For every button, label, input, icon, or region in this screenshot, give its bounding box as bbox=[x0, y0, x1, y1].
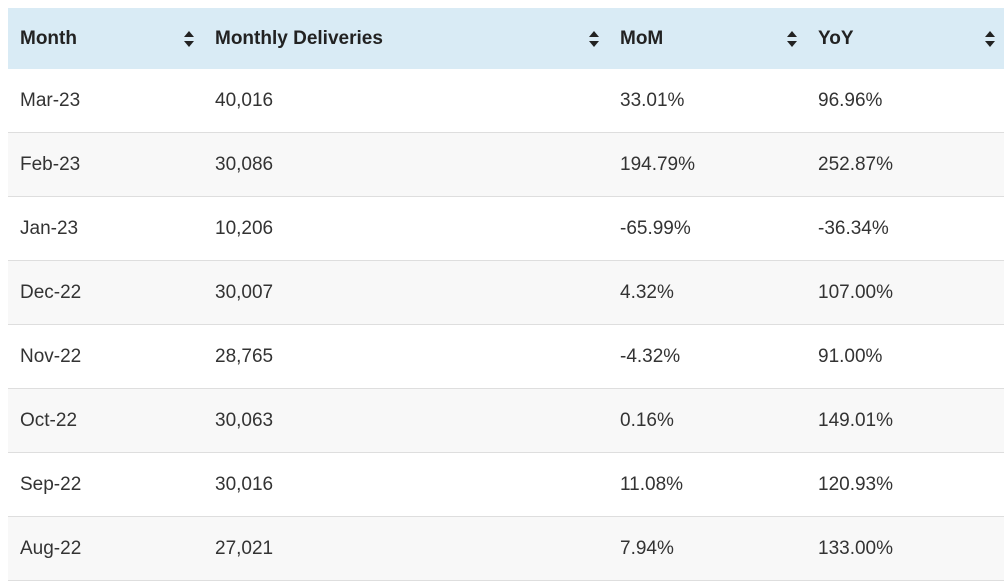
table-cell: 40,016 bbox=[203, 69, 608, 133]
table-row: Sep-22 30,016 11.08% 120.93% bbox=[8, 452, 1004, 517]
column-header[interactable]: YoY bbox=[806, 8, 1004, 69]
table-cell: 4.32% bbox=[608, 260, 806, 325]
table-cell: 252.87% bbox=[806, 132, 1004, 197]
table-cell: 120.93% bbox=[806, 452, 1004, 517]
table-cell: 194.79% bbox=[608, 132, 806, 197]
header-label: Month bbox=[20, 27, 77, 49]
sort-icon[interactable] bbox=[183, 30, 195, 48]
table-cell: -4.32% bbox=[608, 324, 806, 389]
sort-icon[interactable] bbox=[984, 30, 996, 48]
table-body: Mar-23 40,016 33.01% 96.96% Feb-23 30,086 194.… bbox=[8, 69, 1004, 581]
table-cell: Sep-22 bbox=[8, 452, 203, 517]
table-cell: 96.96% bbox=[806, 69, 1004, 133]
table-row: Oct-22 30,063 0.16% 149.01% bbox=[8, 388, 1004, 453]
table-cell: -65.99% bbox=[608, 196, 806, 261]
table-cell: 30,016 bbox=[203, 452, 608, 517]
table-cell: 10,206 bbox=[203, 196, 608, 261]
header-row: Month Monthly Deliveries MoM YoY bbox=[8, 8, 1004, 69]
table-cell: 0.16% bbox=[608, 388, 806, 453]
table-cell: 33.01% bbox=[608, 69, 806, 133]
table-cell: 27,021 bbox=[203, 516, 608, 581]
header-label: Monthly Deliveries bbox=[215, 27, 383, 49]
header-label: MoM bbox=[620, 27, 664, 49]
sort-icon[interactable] bbox=[588, 30, 600, 48]
table-cell: 30,063 bbox=[203, 388, 608, 453]
table-cell: Aug-22 bbox=[8, 516, 203, 581]
table-cell: 30,086 bbox=[203, 132, 608, 197]
table-cell: 91.00% bbox=[806, 324, 1004, 389]
table-cell: Feb-23 bbox=[8, 132, 203, 197]
table-row: Jan-23 10,206 -65.99% -36.34% bbox=[8, 196, 1004, 261]
column-header[interactable]: Month bbox=[8, 8, 203, 69]
sort-icon[interactable] bbox=[786, 30, 798, 48]
column-header[interactable]: Monthly Deliveries bbox=[203, 8, 608, 69]
table-row: Aug-22 27,021 7.94% 133.00% bbox=[8, 516, 1004, 581]
table-cell: 133.00% bbox=[806, 516, 1004, 581]
table-cell: -36.34% bbox=[806, 196, 1004, 261]
table-cell: Oct-22 bbox=[8, 388, 203, 453]
table-row: Nov-22 28,765 -4.32% 91.00% bbox=[8, 324, 1004, 389]
table-cell: 28,765 bbox=[203, 324, 608, 389]
data-table: Month Monthly Deliveries MoM YoY Mar-23 40,0… bbox=[8, 8, 1004, 581]
header-label: YoY bbox=[818, 27, 854, 49]
table-cell: 149.01% bbox=[806, 388, 1004, 453]
table-cell: Jan-23 bbox=[8, 196, 203, 261]
table-cell: 107.00% bbox=[806, 260, 1004, 325]
table-cell: Nov-22 bbox=[8, 324, 203, 389]
table-cell: Mar-23 bbox=[8, 69, 203, 133]
table-cell: 7.94% bbox=[608, 516, 806, 581]
table-cell: Dec-22 bbox=[8, 260, 203, 325]
column-header[interactable]: MoM bbox=[608, 8, 806, 69]
table-cell: 11.08% bbox=[608, 452, 806, 517]
table-row: Dec-22 30,007 4.32% 107.00% bbox=[8, 260, 1004, 325]
table-row: Mar-23 40,016 33.01% 96.96% bbox=[8, 69, 1004, 133]
table-row: Feb-23 30,086 194.79% 252.87% bbox=[8, 132, 1004, 197]
table-cell: 30,007 bbox=[203, 260, 608, 325]
table-container: Month Monthly Deliveries MoM YoY Mar-23 40,0… bbox=[8, 8, 1004, 581]
